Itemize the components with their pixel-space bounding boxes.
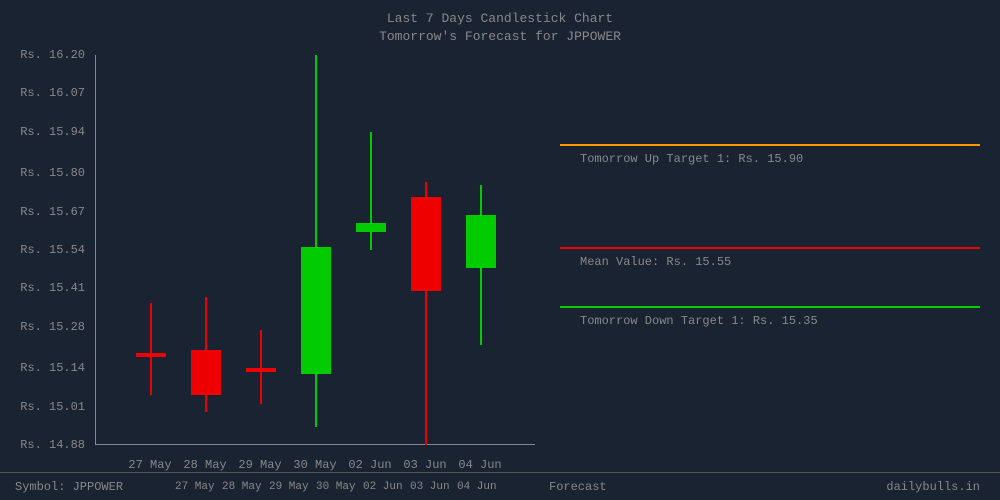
y-axis: Rs. 16.20Rs. 16.07Rs. 15.94Rs. 15.80Rs. … xyxy=(10,55,90,445)
candle-body xyxy=(411,197,441,292)
footer-date: 02 Jun xyxy=(363,481,410,493)
y-tick-label: Rs. 15.01 xyxy=(20,400,85,414)
x-tick-label: 29 May xyxy=(238,458,281,472)
candle-body xyxy=(136,353,166,357)
footer-bar: Symbol: JPPOWER 27 May28 May29 May30 May… xyxy=(0,472,1000,500)
x-tick-label: 30 May xyxy=(293,458,336,472)
target-line-mean: Mean Value: Rs. 15.55 xyxy=(560,247,980,249)
target-line-up: Tomorrow Up Target 1: Rs. 15.90 xyxy=(560,144,980,146)
footer-date: 04 Jun xyxy=(457,481,504,493)
candle-body xyxy=(466,215,496,268)
candle xyxy=(136,55,166,445)
forecast-panel: Tomorrow Up Target 1: Rs. 15.90 Mean Valu… xyxy=(560,55,980,445)
x-tick-label: 27 May xyxy=(128,458,171,472)
y-tick-label: Rs. 15.94 xyxy=(20,125,85,139)
x-tick-label: 28 May xyxy=(183,458,226,472)
y-tick-label: Rs. 15.14 xyxy=(20,361,85,375)
target-line-down: Tomorrow Down Target 1: Rs. 15.35 xyxy=(560,306,980,308)
footer-forecast-label: Forecast xyxy=(504,480,607,494)
title-block: Last 7 Days Candlestick Chart Tomorrow's… xyxy=(0,0,1000,46)
footer-symbol: Symbol: JPPOWER xyxy=(0,480,175,494)
chart-area xyxy=(95,55,535,445)
x-tick-label: 03 Jun xyxy=(403,458,446,472)
y-tick-label: Rs. 16.20 xyxy=(20,48,85,62)
candle-body xyxy=(246,368,276,372)
footer-date: 28 May xyxy=(222,481,269,493)
target-label-down: Tomorrow Down Target 1: Rs. 15.35 xyxy=(580,314,818,328)
footer-symbol-prefix: Symbol: xyxy=(15,480,73,494)
candle xyxy=(466,55,496,445)
y-tick-label: Rs. 15.67 xyxy=(20,205,85,219)
y-tick-label: Rs. 15.80 xyxy=(20,166,85,180)
footer-symbol-value: JPPOWER xyxy=(73,480,123,494)
candle xyxy=(191,55,221,445)
x-tick-label: 02 Jun xyxy=(348,458,391,472)
target-label-up: Tomorrow Up Target 1: Rs. 15.90 xyxy=(580,152,803,166)
title-line-2: Tomorrow's Forecast for JPPOWER xyxy=(0,28,1000,46)
footer-date: 29 May xyxy=(269,481,316,493)
footer-date: 03 Jun xyxy=(410,481,457,493)
candle xyxy=(301,55,331,445)
title-line-1: Last 7 Days Candlestick Chart xyxy=(0,10,1000,28)
footer-dates: 27 May28 May29 May30 May02 Jun03 Jun04 J… xyxy=(175,481,504,493)
candle xyxy=(356,55,386,445)
candle-wick xyxy=(150,303,152,395)
candle-body xyxy=(356,223,386,232)
y-tick-label: Rs. 14.88 xyxy=(20,438,85,452)
plot-region xyxy=(95,55,535,445)
y-tick-label: Rs. 16.07 xyxy=(20,86,85,100)
target-label-mean: Mean Value: Rs. 15.55 xyxy=(580,255,731,269)
candle-wick xyxy=(260,330,262,404)
x-tick-label: 04 Jun xyxy=(458,458,501,472)
candle xyxy=(246,55,276,445)
y-tick-label: Rs. 15.54 xyxy=(20,243,85,257)
y-tick-label: Rs. 15.41 xyxy=(20,281,85,295)
candle xyxy=(411,55,441,445)
y-tick-label: Rs. 15.28 xyxy=(20,320,85,334)
candle-body xyxy=(191,350,221,394)
footer-date: 30 May xyxy=(316,481,363,493)
candle-body xyxy=(301,247,331,374)
footer-date: 27 May xyxy=(175,481,222,493)
footer-brand: dailybulls.in xyxy=(886,480,980,494)
